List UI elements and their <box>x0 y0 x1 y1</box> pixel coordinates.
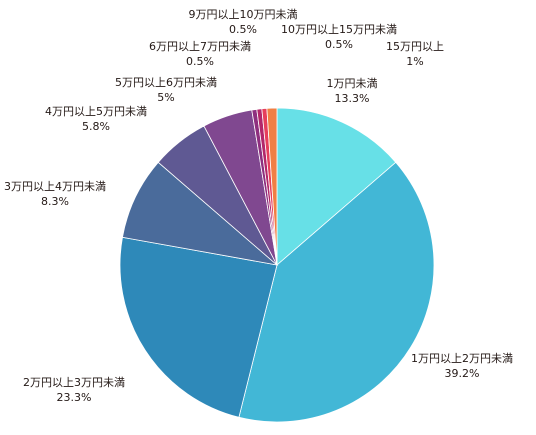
slice-value-3: 8.3% <box>41 195 69 208</box>
slice-value-1: 39.2% <box>445 367 480 380</box>
slice-name-8: 10万円以上15万円未満 <box>281 23 397 36</box>
slice-label-3: 3万円以上4万円未満 8.3% <box>4 180 106 208</box>
slice-label-2: 2万円以上3万円未満 23.3% <box>23 376 125 404</box>
slice-name-6: 6万円以上7万円未満 <box>149 40 251 53</box>
slice-label-7: 9万円以上10万円未満 0.5% <box>189 8 298 36</box>
slice-label-0: 1万円未満 13.3% <box>327 77 378 105</box>
slice-value-9: 1% <box>406 55 423 68</box>
slice-label-6: 6万円以上7万円未満 0.5% <box>149 40 251 68</box>
pie-slice-0 <box>276 107 397 266</box>
slice-label-5: 5万円以上6万円未満 5% <box>115 76 217 104</box>
slice-value-4: 5.8% <box>82 120 110 133</box>
slice-label-8: 10万円以上15万円未満 0.5% <box>281 23 397 51</box>
pie-slice-9 <box>266 107 278 266</box>
slice-value-5: 5% <box>157 91 174 104</box>
pie-slice-1 <box>238 161 435 423</box>
slice-value-0: 13.3% <box>335 92 370 105</box>
slice-value-8: 0.5% <box>325 38 353 51</box>
slice-name-1: 1万円以上2万円未満 <box>411 352 513 365</box>
slice-value-7: 0.5% <box>229 23 257 36</box>
slice-name-2: 2万円以上3万円未満 <box>23 376 125 389</box>
slice-name-5: 5万円以上6万円未満 <box>115 76 217 89</box>
slice-value-2: 23.3% <box>57 391 92 404</box>
slice-label-1: 1万円以上2万円未満 39.2% <box>411 352 513 380</box>
slice-name-4: 4万円以上5万円未満 <box>45 105 147 118</box>
pie-slice-2 <box>119 236 278 418</box>
pie-slice-3 <box>121 161 279 266</box>
slice-label-9: 15万円以上 1% <box>386 40 444 68</box>
slice-label-4: 4万円以上5万円未満 5.8% <box>45 105 147 133</box>
slice-value-6: 0.5% <box>186 55 214 68</box>
slice-name-3: 3万円以上4万円未満 <box>4 180 106 193</box>
slice-name-7: 9万円以上10万円未満 <box>189 8 298 21</box>
slice-name-0: 1万円未満 <box>327 77 378 90</box>
slice-name-9: 15万円以上 <box>386 40 444 53</box>
